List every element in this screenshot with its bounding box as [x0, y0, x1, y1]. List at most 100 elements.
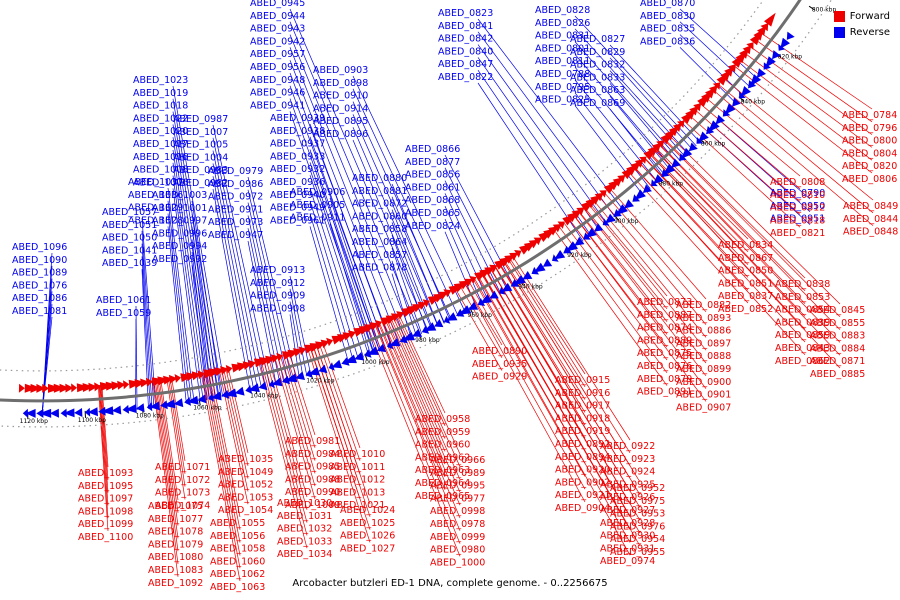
reverse-gene-arrow [387, 340, 394, 350]
reverse-gene-label: ABED_0933 [270, 151, 325, 162]
reverse-gene-arrow [522, 271, 533, 280]
forward-gene-label: ABED_1078 [148, 527, 203, 538]
reverse-gene-arrow [642, 184, 652, 193]
gene-leader-line [169, 377, 186, 474]
forward-gene-label: ABED_0935 [472, 359, 527, 370]
reverse-gene-arrow [765, 56, 776, 68]
reverse-gene-label: ABED_0992 [152, 254, 207, 265]
ruler-tick-label: 880 kbp [659, 181, 684, 188]
label-leader-lines [41, 8, 874, 582]
gene-leader-line [574, 92, 651, 189]
forward-gene-label: ABED_0899 [676, 364, 731, 375]
reverse-gene-label: ABED_0822 [438, 72, 493, 83]
forward-gene-label: ABED_0806 [842, 174, 897, 185]
forward-gene-arrow [36, 383, 46, 393]
gene-leader-line [398, 313, 446, 414]
forward-gene-label: ABED_0844 [843, 214, 898, 225]
ruler-tick-label: 860 kbp [701, 141, 726, 148]
reverse-gene-arrow [366, 346, 379, 355]
gene-leader-line [477, 82, 584, 242]
forward-gene-arrow [88, 382, 98, 392]
forward-gene-arrow [677, 120, 685, 128]
forward-gene-label: ABED_0976 [610, 521, 665, 532]
gene-leader-line [289, 8, 429, 332]
reverse-gene-label: ABED_0824 [405, 221, 460, 232]
forward-gene-label: ABED_1053 [218, 492, 273, 503]
gene-leader-line [97, 385, 109, 532]
forward-gene-label: ABED_1072 [155, 475, 210, 486]
reverse-gene-label: ABED_0942 [250, 36, 305, 47]
reverse-gene-label: ABED_0940 [270, 190, 325, 201]
reverse-gene-label: ABED_1057 [102, 207, 157, 218]
reverse-gene-label: ABED_0971 [208, 204, 263, 215]
legend-reverse-label: Reverse [849, 26, 890, 38]
gene-leader-line [204, 372, 241, 556]
gene-leader-line [463, 281, 503, 346]
gene-leader-line [166, 378, 186, 500]
reverse-gene-label: ABED_1059 [96, 308, 151, 319]
reverse-gene-arrow [305, 369, 313, 378]
gene-leader-line [638, 161, 806, 343]
reverse-gene-label: ABED_0944 [250, 11, 305, 22]
gene-leader-line [463, 281, 586, 503]
gene-leader-line [260, 359, 308, 536]
reverse-gene-label: ABED_0872 [352, 199, 407, 210]
gene-leader-line [663, 138, 806, 279]
ruler-tick-label: 920 kbp [567, 252, 592, 259]
forward-gene-arrow [484, 267, 495, 276]
forward-gene-label: ABED_1080 [148, 552, 203, 563]
forward-gene-arrow [94, 382, 102, 392]
reverse-gene-label: ABED_1089 [12, 268, 67, 279]
reverse-gene-arrow [146, 402, 153, 412]
reverse-gene-arrow [295, 371, 305, 380]
reverse-gene-label: ABED_0946 [250, 88, 305, 99]
reverse-gene-arrow [624, 199, 634, 209]
forward-gene-label: ABED_1095 [78, 481, 133, 492]
forward-gene-label: ABED_0981 [285, 436, 340, 447]
legend-forward-label: Forward [849, 10, 890, 22]
forward-gene-label: ABED_1011 [330, 462, 385, 473]
reverse-gene-label: ABED_0896 [313, 129, 368, 140]
forward-gene-label: ABED_0989 [430, 468, 485, 479]
reverse-gene-arrow [786, 31, 795, 40]
gene-leader-line [158, 379, 179, 513]
forward-gene-label: ABED_1055 [210, 518, 265, 529]
forward-gene-label: ABED_0854 [775, 305, 830, 316]
forward-gene-arrow [168, 374, 178, 384]
forward-gene-label: ABED_0892 [555, 439, 610, 450]
reverse-gene-label: ABED_0898 [313, 78, 368, 89]
gene-leader-line [172, 188, 201, 402]
forward-gene-label: ABED_0916 [555, 388, 610, 399]
forward-gene-label: ABED_0985 [285, 462, 340, 473]
gene-leader-line [498, 262, 641, 495]
reverse-gene-label: ABED_1081 [12, 306, 67, 317]
reverse-gene-arrow [724, 103, 736, 115]
reverse-gene-label: ABED_0936 [270, 177, 325, 188]
reverse-swatch [833, 26, 845, 38]
reverse-gene-label: ABED_1017 [133, 139, 188, 150]
reverse-gene-arrow [740, 86, 751, 97]
forward-gene-label: ABED_1077 [148, 514, 203, 525]
forward-gene-arrow [225, 364, 233, 374]
gene-leader-line [489, 267, 641, 521]
gene-leader-line [648, 152, 841, 356]
gene-leader-line [172, 175, 204, 401]
forward-gene-label: ABED_0915 [555, 375, 610, 386]
reverse-gene-label: ABED_0956 [250, 62, 305, 73]
forward-gene-label: ABED_0889 [637, 335, 692, 346]
reverse-gene-arrow [282, 375, 290, 385]
reverse-gene-label: ABED_1061 [96, 295, 151, 306]
forward-gene-arrow [552, 224, 562, 233]
forward-gene-label: ABED_1031 [277, 511, 332, 522]
gene-leader-line [582, 206, 707, 364]
forward-gene-arrow [374, 320, 382, 329]
gene-leader-line [167, 377, 186, 487]
forward-gene-label: ABED_1056 [210, 531, 265, 542]
forward-gene-label: ABED_1100 [78, 532, 133, 543]
ruler-tick-label: 1060 kbp [193, 404, 221, 411]
gene-leader-line [212, 124, 271, 387]
reverse-gene-arrow [173, 398, 184, 408]
forward-gene-label: ABED_1027 [340, 543, 395, 554]
forward-gene-label: ABED_1049 [218, 467, 273, 478]
reverse-gene-label: ABED_0996 [152, 228, 207, 239]
